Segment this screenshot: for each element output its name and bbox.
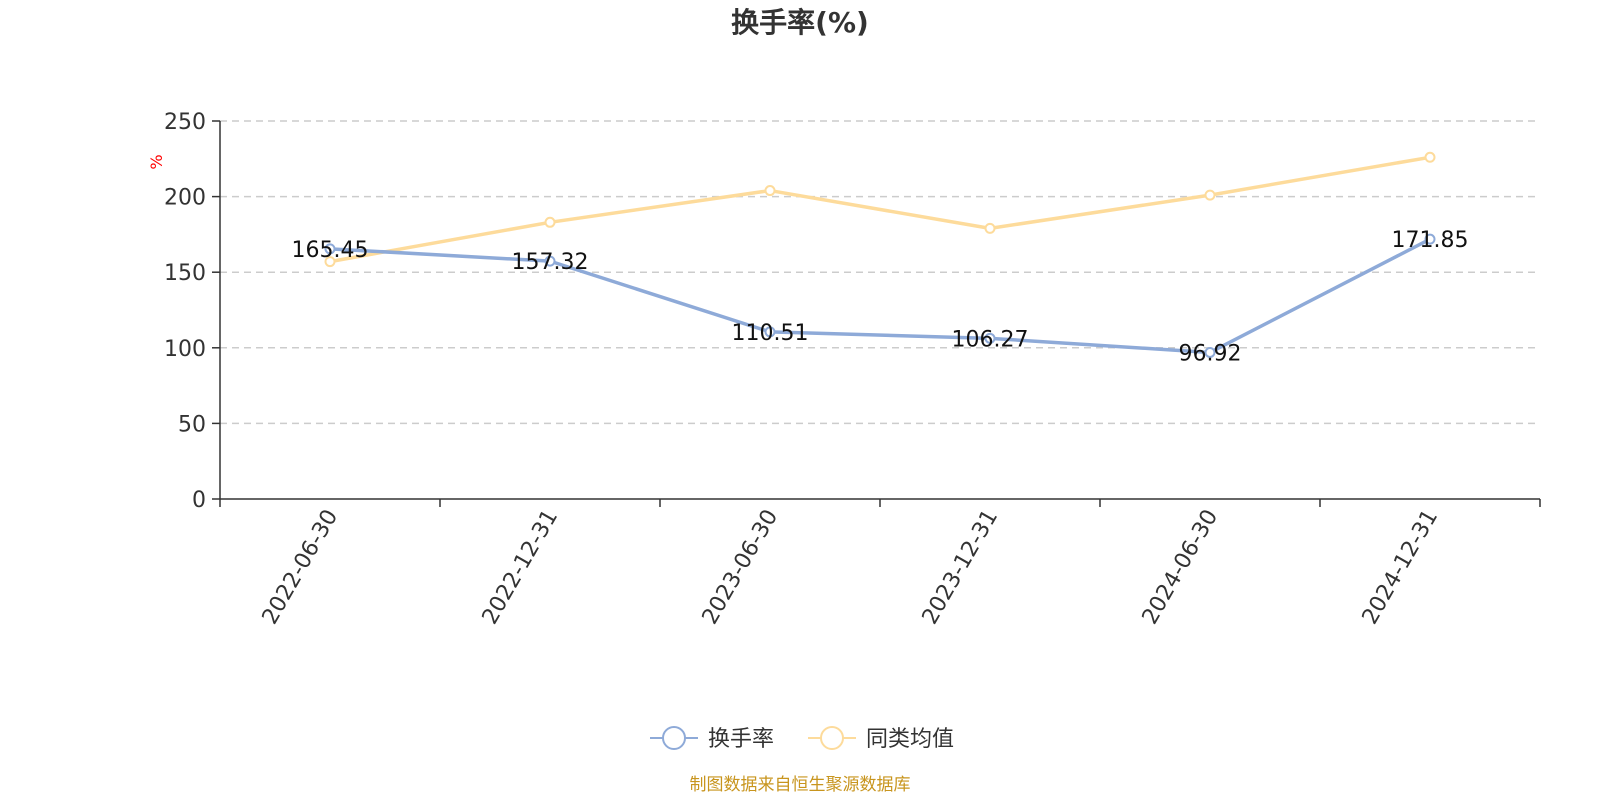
x-tick-label-2022-06-30: 2022-06-30: [258, 506, 344, 629]
x-axis-ticks: 2022-06-30 2022-12-31 2023-06-30 2023-12-31…: [219, 499, 1541, 629]
data-label-2022-12-31: 157.32: [512, 250, 589, 275]
data-label-2024-06-30: 96.92: [1179, 341, 1242, 366]
series-line-换手率: [329, 237, 1431, 355]
y-axis-ticks: 0 50 100 150 200 250: [164, 110, 220, 513]
data-labels: 165.45 157.32 110.51 106.27 96.92 171.85: [292, 228, 1469, 366]
point-换手率-2022-06-30: [324, 243, 336, 255]
legend-label-同类均值: 同类均值: [866, 727, 954, 752]
y-tick-label-250: 250: [164, 110, 206, 135]
data-source-note: 制图数据来自恒生聚源数据库: [690, 775, 911, 795]
point-同类均值-2023-12-31: [984, 222, 996, 234]
gridlines: [220, 120, 1540, 425]
point-同类均值-2024-06-30: [1204, 189, 1216, 201]
y-tick-label-50: 50: [178, 412, 206, 437]
chart-title: 换手率(%): [731, 6, 869, 39]
legend-item-同类均值[interactable]: 同类均值: [808, 726, 954, 752]
data-label-2024-12-31: 171.85: [1392, 228, 1469, 253]
legend[interactable]: 换手率 同类均值: [650, 726, 954, 752]
data-label-2022-06-30: 165.45: [292, 238, 369, 263]
series-line-同类均值: [329, 155, 1431, 264]
point-同类均值-2023-06-30: [764, 185, 776, 197]
point-换手率-2023-06-30: [764, 326, 776, 338]
x-tick-label-2023-12-31: 2023-12-31: [918, 506, 1004, 629]
y-tick-label-100: 100: [164, 337, 206, 362]
data-label-2023-06-30: 110.51: [732, 321, 809, 346]
series-layer: [324, 151, 1436, 358]
data-label-2023-12-31: 106.27: [952, 327, 1029, 352]
legend-marker-换手率: [662, 726, 686, 750]
point-同类均值-2024-12-31: [1424, 151, 1436, 163]
legend-marker-同类均值: [820, 726, 844, 750]
legend-label-换手率: 换手率: [708, 727, 774, 752]
point-换手率-2024-06-30: [1204, 346, 1216, 358]
x-tick-label-2023-06-30: 2023-06-30: [698, 506, 784, 629]
x-tick-label-2024-06-30: 2024-06-30: [1138, 506, 1224, 629]
legend-item-换手率[interactable]: 换手率: [650, 726, 774, 752]
point-换手率-2024-12-31: [1424, 233, 1436, 245]
y-tick-label-150: 150: [164, 261, 206, 286]
x-tick-label-2024-12-31: 2024-12-31: [1358, 506, 1444, 629]
y-tick-label-200: 200: [164, 186, 206, 211]
point-同类均值-2022-12-31: [544, 216, 556, 228]
point-换手率-2023-12-31: [984, 332, 996, 344]
point-同类均值-2022-06-30: [324, 256, 336, 268]
x-tick-label-2022-12-31: 2022-12-31: [478, 506, 564, 629]
axes: [219, 121, 1540, 500]
y-axis-unit-label: %: [147, 154, 166, 169]
y-tick-label-0: 0: [192, 488, 206, 513]
point-换手率-2022-12-31: [544, 255, 556, 267]
